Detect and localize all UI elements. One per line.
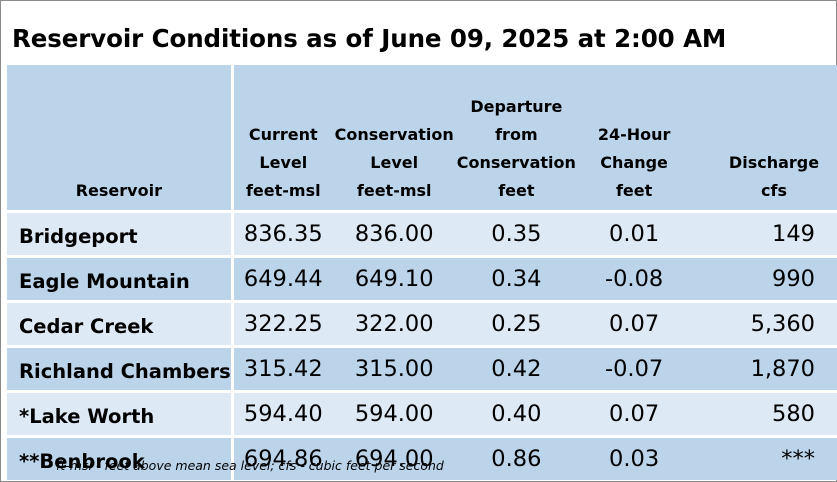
reservoir-name: Richland Chambers	[7, 346, 234, 392]
table-row: Bridgeport 836.35 836.00 0.35 0.01 149	[7, 211, 837, 257]
discharge-cell: 990	[691, 256, 837, 302]
reservoir-name: Bridgeport	[7, 211, 234, 257]
conservation-level-cell: 315.00	[332, 346, 456, 392]
table-row: Richland Chambers 315.42 315.00 0.42 -0.…	[7, 346, 837, 392]
conservation-level-cell: 694.00	[332, 436, 456, 480]
discharge-cell: 149	[691, 211, 837, 257]
conservation-level-cell: 594.00	[332, 391, 456, 437]
discharge-cell: 5,360	[691, 301, 837, 347]
conservation-level-cell: 649.10	[332, 256, 456, 302]
page-title: Reservoir Conditions as of June 09, 2025…	[12, 24, 727, 53]
current-level-cell: 322.25	[232, 301, 333, 347]
change-cell: 0.07	[577, 391, 691, 437]
change-cell: 0.01	[577, 211, 691, 257]
header-24-hour-change: 24-Hour Change feet	[577, 65, 691, 212]
departure-cell: 0.40	[455, 391, 578, 437]
header-row: Reservoir Current Level feet-msl Conserv…	[7, 65, 837, 212]
discharge-cell: 1,870	[691, 346, 837, 392]
header-departure: Departure from Conservation feet	[455, 65, 578, 212]
current-level-cell: 594.40	[232, 391, 333, 437]
departure-cell: 0.42	[455, 346, 578, 392]
footnote: ft-msl - feet above mean sea level; cfs …	[56, 458, 444, 473]
discharge-cell: ***	[691, 436, 837, 480]
current-level-cell: 649.44	[232, 256, 333, 302]
current-level-cell: 694.86	[232, 436, 333, 480]
discharge-cell: 580	[691, 391, 837, 437]
departure-cell: 0.35	[455, 211, 578, 257]
change-cell: 0.07	[577, 301, 691, 347]
departure-cell: 0.25	[455, 301, 578, 347]
current-level-cell: 315.42	[232, 346, 333, 392]
reservoir-name: Eagle Mountain	[7, 256, 234, 302]
departure-cell: 0.86	[455, 436, 578, 480]
table-row: Cedar Creek 322.25 322.00 0.25 0.07 5,36…	[7, 301, 837, 347]
table-row: Eagle Mountain 649.44 649.10 0.34 -0.08 …	[7, 256, 837, 302]
change-cell: -0.07	[577, 346, 691, 392]
header-reservoir: Reservoir	[7, 65, 234, 212]
header-conservation-level: Conservation Level feet-msl	[332, 65, 456, 212]
conservation-level-cell: 836.00	[332, 211, 456, 257]
header-current-level: Current Level feet-msl	[232, 65, 333, 212]
conservation-level-cell: 322.00	[332, 301, 456, 347]
header-discharge: Discharge cfs	[691, 65, 837, 212]
change-cell: -0.08	[577, 256, 691, 302]
current-level-cell: 836.35	[232, 211, 333, 257]
reservoir-name: **Benbrook	[7, 436, 234, 480]
reservoir-table: Reservoir Current Level feet-msl Conserv…	[7, 65, 837, 480]
change-cell: 0.03	[577, 436, 691, 480]
table-row: **Benbrook 694.86 694.00 0.86 0.03 ***	[7, 436, 837, 480]
reservoir-name: *Lake Worth	[7, 391, 234, 437]
table-row: *Lake Worth 594.40 594.00 0.40 0.07 580	[7, 391, 837, 437]
departure-cell: 0.34	[455, 256, 578, 302]
reservoir-name: Cedar Creek	[7, 301, 234, 347]
